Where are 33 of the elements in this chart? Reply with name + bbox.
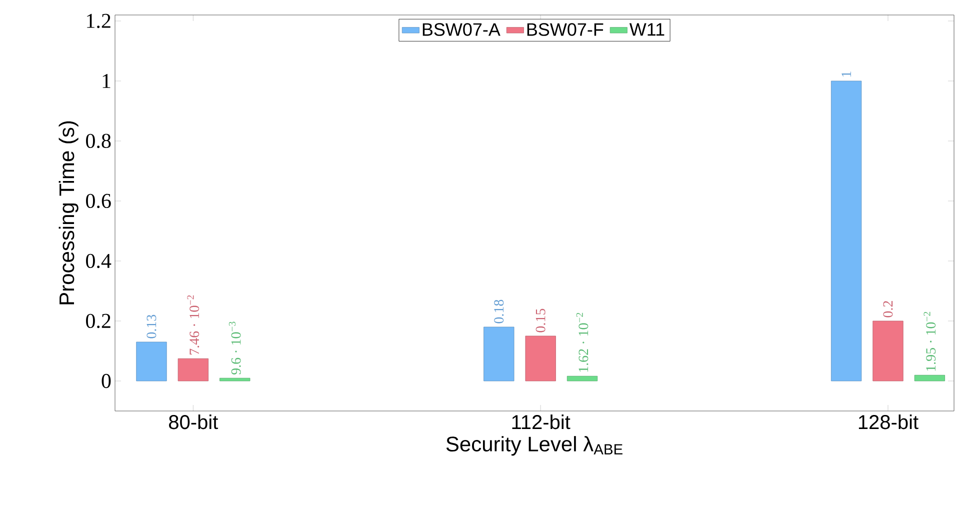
y-tick-label: 0.6 <box>86 194 111 208</box>
bar <box>830 80 862 382</box>
data-label: 1.62 · 10$^{−2}$ <box>576 312 588 372</box>
y-tick-label: 0 <box>102 374 111 388</box>
bar <box>914 374 945 382</box>
y-tick-label: 0.2 <box>86 314 110 328</box>
bar <box>136 342 167 382</box>
data-label: 0.18 <box>494 300 504 324</box>
data-label: 9.6 · 10$^{−3}$ <box>228 322 241 374</box>
legend-label: BSW07-F <box>527 23 604 36</box>
legend-label: BSW07-A <box>422 23 500 36</box>
data-label: 0.2 <box>883 301 893 318</box>
legend-label: W11 <box>629 23 664 36</box>
data-label: 7.46 · 10$^{−2}$ <box>187 295 200 354</box>
y-tick-label: 0.4 <box>86 254 112 268</box>
bar <box>525 336 556 382</box>
data-label: 0.15 <box>536 308 546 332</box>
data-label: 1 <box>842 72 851 77</box>
bar <box>178 358 208 382</box>
bar <box>484 326 514 382</box>
y-tick-label: 1 <box>102 74 110 88</box>
x-tick-label: 80-bit <box>169 414 218 430</box>
bar <box>566 376 598 382</box>
y-tick-label: 0.8 <box>86 134 111 148</box>
data-label: 1.95 · 10$^{−2}$ <box>924 312 936 371</box>
y-tick-label: 1.2 <box>87 14 110 28</box>
y-axis-title: Processing Time (s) <box>58 121 78 304</box>
x-tick-label: 112-bit <box>512 414 570 430</box>
bar <box>872 320 904 382</box>
x-axis-title: Security Level λ$_{ABE}$ <box>446 436 622 456</box>
bar <box>220 378 250 382</box>
data-label: 0.13 <box>146 314 156 338</box>
x-tick-label: 128-bit <box>858 414 918 430</box>
